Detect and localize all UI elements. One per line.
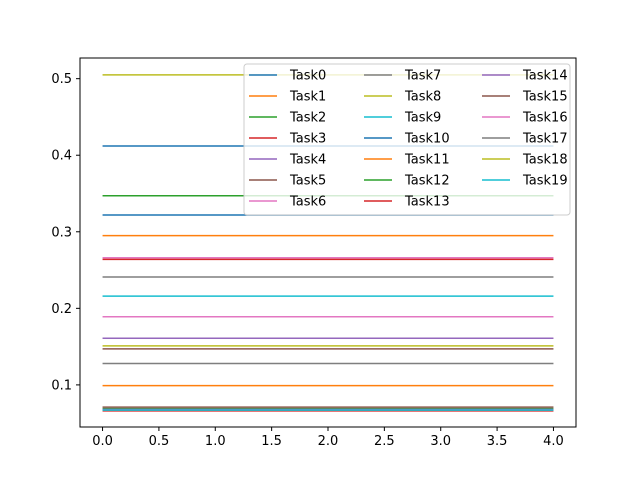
y-tick-label: 0.1 [51, 378, 72, 393]
x-axis: 0.0 0.5 1.0 1.5 2.0 2.5 3.0 3.5 4.0 [92, 427, 564, 449]
y-tick-label: 0.2 [51, 302, 72, 317]
legend-label-task2: Task2 [289, 111, 326, 126]
legend-label-task7: Task7 [404, 69, 441, 84]
legend-label-task16: Task16 [522, 111, 568, 126]
legend-label-task17: Task17 [522, 132, 568, 147]
legend-label-task9: Task9 [404, 111, 441, 126]
legend-box [243, 63, 571, 216]
legend-label-task6: Task6 [289, 195, 326, 210]
x-tick-label: 0.0 [92, 434, 113, 449]
legend-label-task0: Task0 [289, 69, 326, 84]
y-axis: 0.1 0.2 0.3 0.4 0.5 [51, 72, 80, 393]
legend: Task0 Task1 Task2 Task3 Task4 Task5 Task6 Task7… [243, 63, 571, 216]
legend-label-task12: Task12 [404, 174, 450, 189]
legend-label-task13: Task13 [404, 195, 450, 210]
x-tick-label: 1.5 [261, 434, 282, 449]
x-tick-label: 2.5 [374, 434, 395, 449]
legend-label-task5: Task5 [289, 174, 326, 189]
x-tick-label: 2.0 [318, 434, 339, 449]
x-tick-label: 0.5 [149, 434, 170, 449]
legend-label-task10: Task10 [404, 132, 450, 147]
legend-label-task1: Task1 [289, 90, 326, 105]
legend-label-task18: Task18 [522, 153, 568, 168]
legend-label-task11: Task11 [404, 153, 450, 168]
legend-label-task3: Task3 [289, 132, 326, 147]
legend-label-task14: Task14 [522, 69, 568, 84]
x-tick-label: 4.0 [543, 434, 564, 449]
x-tick-label: 3.0 [430, 434, 451, 449]
y-tick-label: 0.5 [51, 72, 72, 87]
x-tick-label: 1.0 [205, 434, 226, 449]
y-tick-label: 0.3 [51, 225, 72, 240]
legend-label-task4: Task4 [289, 153, 326, 168]
x-tick-label: 3.5 [487, 434, 508, 449]
legend-label-task8: Task8 [404, 90, 441, 105]
y-tick-label: 0.4 [51, 149, 72, 164]
legend-label-task19: Task19 [522, 174, 568, 189]
legend-label-task15: Task15 [522, 90, 568, 105]
